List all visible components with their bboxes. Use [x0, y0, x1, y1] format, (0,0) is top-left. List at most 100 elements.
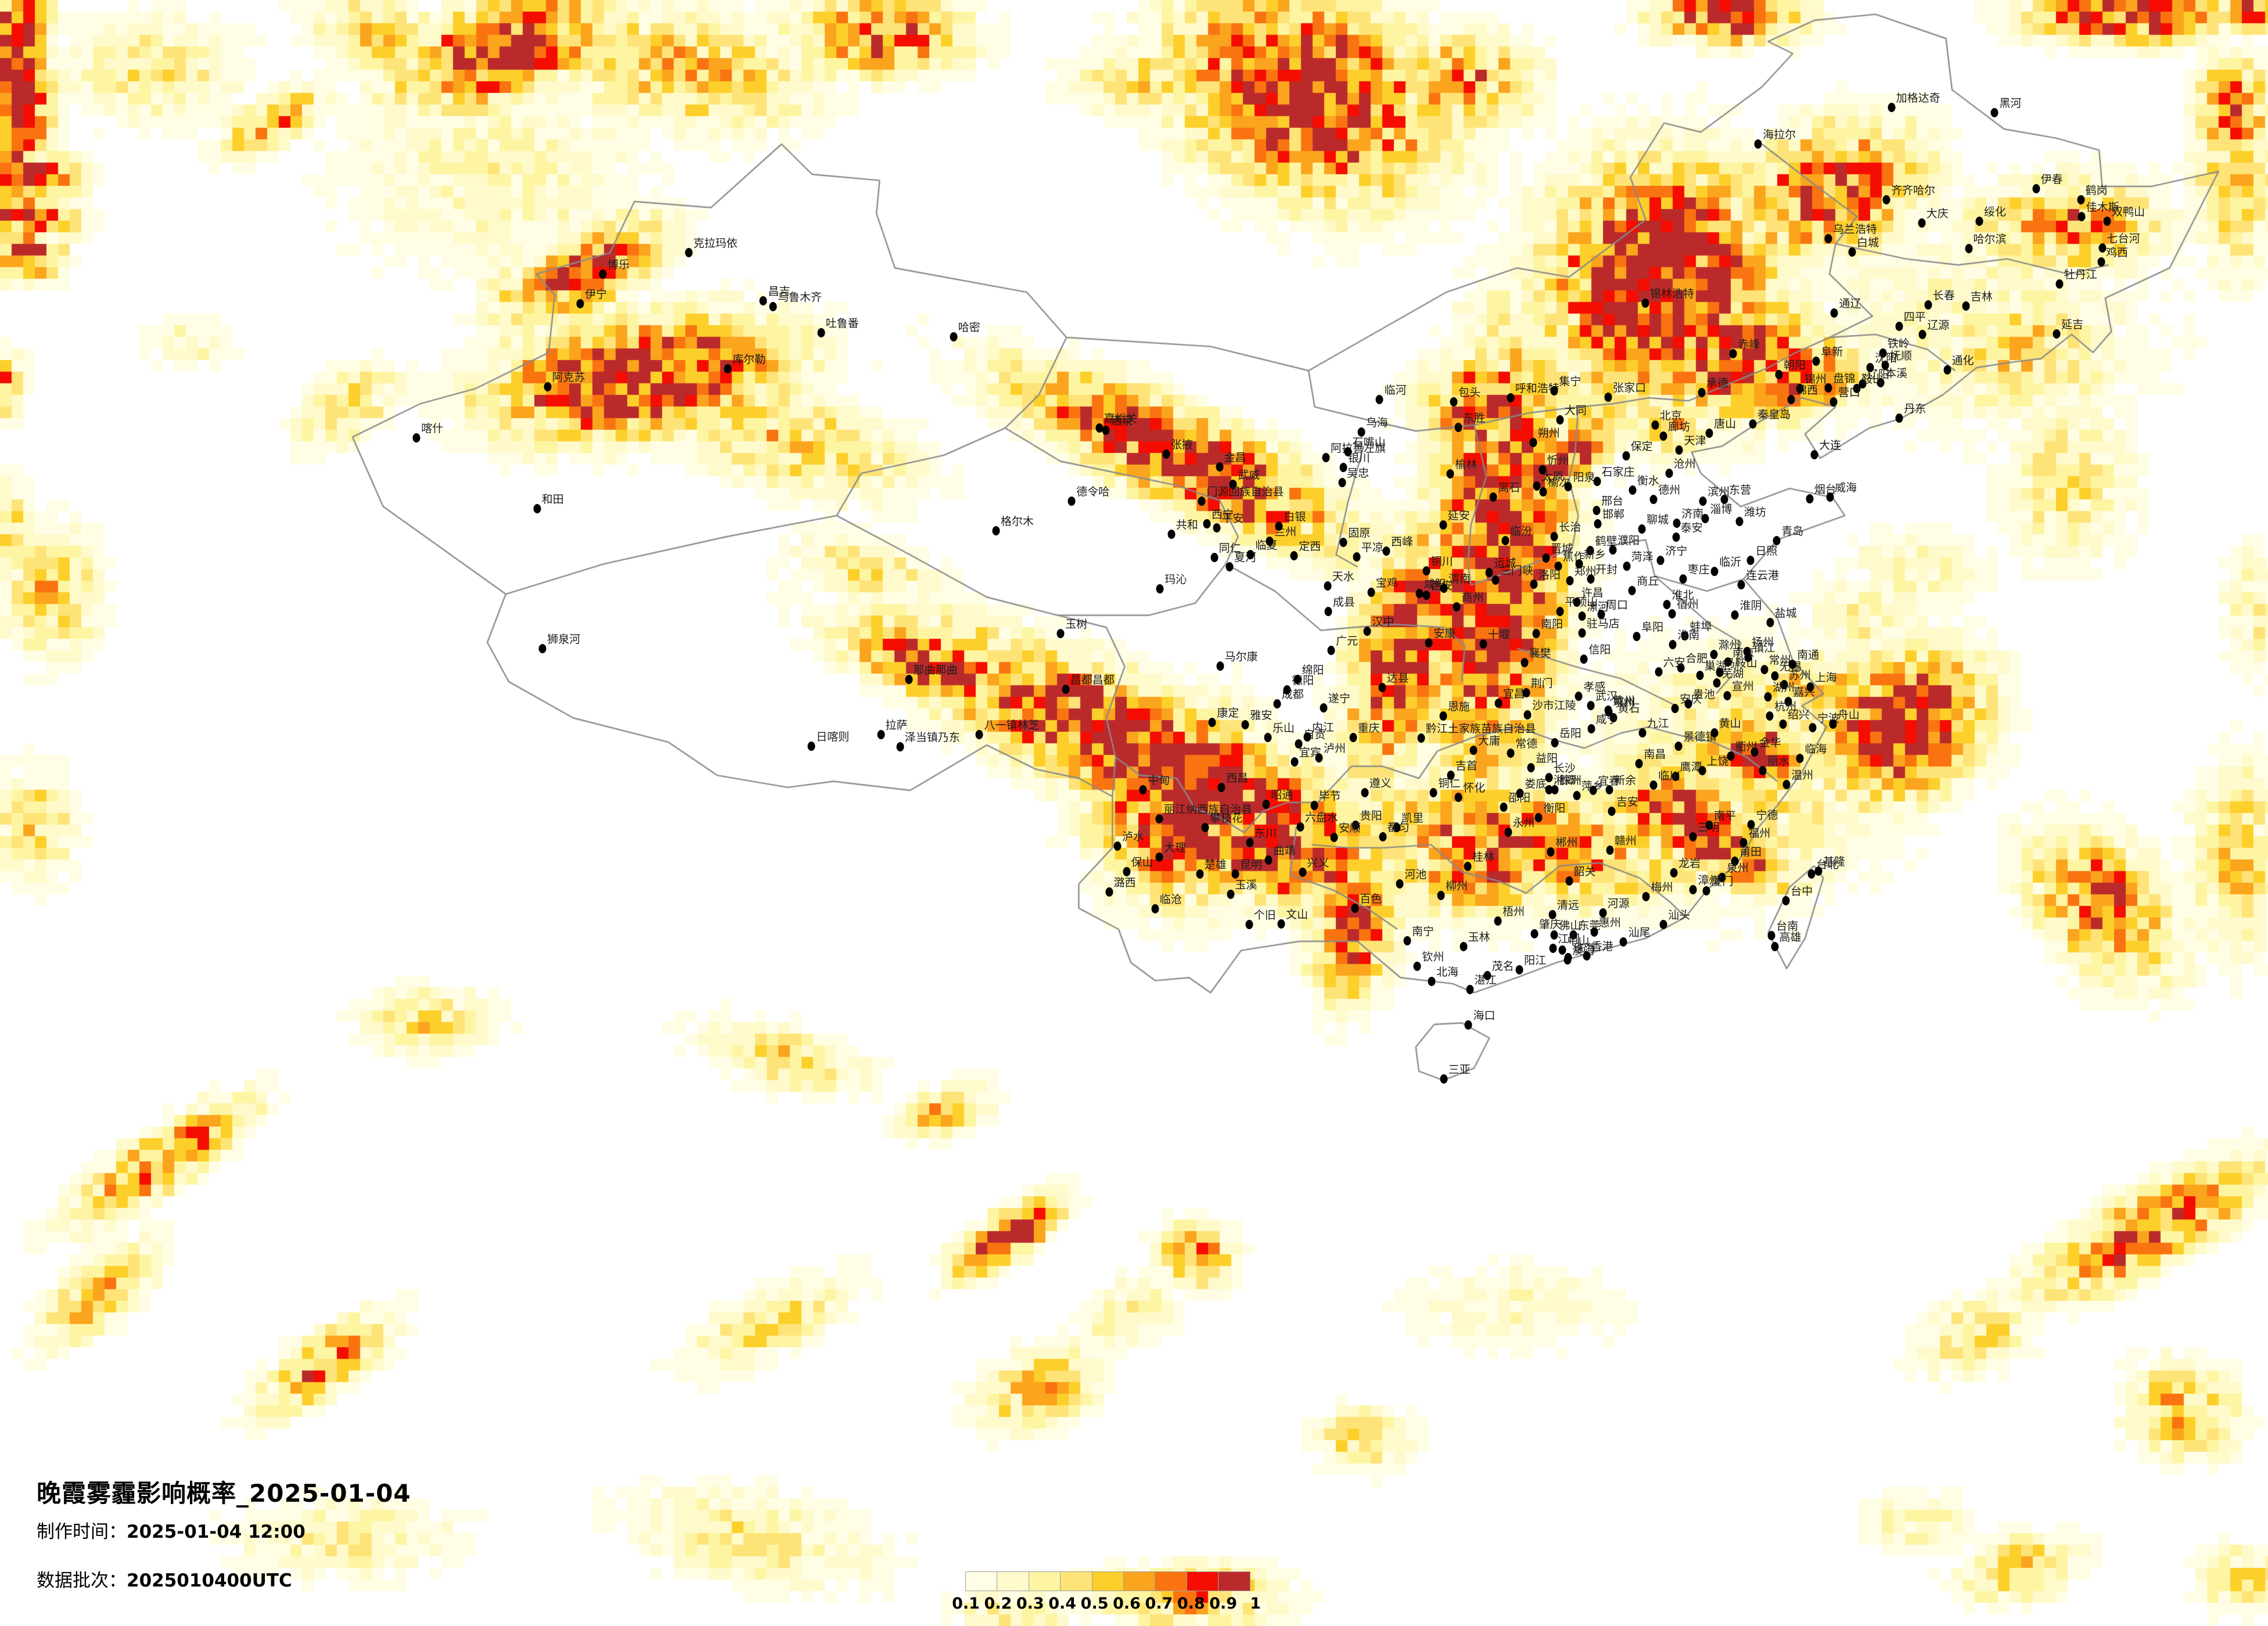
- city-label: 平凉: [1361, 541, 1383, 554]
- city-label: 益阳: [1536, 752, 1558, 765]
- city-dot-icon: [1677, 663, 1685, 672]
- city-label: 海拉尔: [1763, 128, 1796, 141]
- city-dot-icon: [1403, 936, 1411, 946]
- city-label: 同仁: [1219, 541, 1241, 555]
- city-dot-icon: [1655, 667, 1663, 677]
- city-label: 锦西: [1796, 383, 1818, 397]
- city-dot-icon: [1139, 785, 1147, 795]
- city-label: 济宁: [1665, 545, 1688, 558]
- city-label: 朔州: [1537, 426, 1560, 440]
- legend-swatch: [1155, 1571, 1187, 1591]
- city-label: 汕尾: [1628, 926, 1651, 939]
- legend-swatch: [1218, 1571, 1250, 1591]
- city-label: 鹤岗: [2085, 184, 2108, 197]
- city-dot-icon: [1565, 876, 1573, 886]
- city-label: 博乐: [608, 258, 630, 271]
- city-label: 菏泽: [1631, 550, 1654, 563]
- city-label: 洛阳: [1538, 569, 1561, 582]
- city-label: 郴州: [1555, 836, 1578, 849]
- city-dot-icon: [1729, 348, 1737, 358]
- city-dot-icon: [1229, 480, 1237, 490]
- city-dot-icon: [1780, 680, 1788, 690]
- city-label: 北海: [1436, 965, 1459, 979]
- city-dot-icon: [1766, 618, 1774, 628]
- city-dot-icon: [1578, 611, 1586, 621]
- city-label: 那曲那曲: [913, 663, 958, 677]
- city-label: 都匀: [1387, 821, 1410, 834]
- city-dot-icon: [1881, 360, 1889, 370]
- city-label: 湖州: [1772, 681, 1795, 695]
- city-dot-icon: [1396, 879, 1404, 889]
- city-dot-icon: [1866, 362, 1874, 372]
- city-dot-icon: [1198, 496, 1206, 506]
- city-label: 通化: [1951, 354, 1974, 367]
- city-label: 廊坊: [1668, 420, 1691, 433]
- city-label: 马鞍山: [1724, 657, 1757, 670]
- city-label: 沈阳: [1875, 351, 1897, 365]
- city-dot-icon: [1534, 813, 1543, 823]
- city-dot-icon: [1589, 785, 1597, 795]
- city-label: 内江: [1311, 721, 1334, 734]
- city-label: 楚雄: [1204, 858, 1227, 872]
- legend-swatch: [965, 1571, 998, 1591]
- city-label: 白城: [1857, 236, 1879, 250]
- legend-tick-label: 0.4: [1048, 1595, 1077, 1613]
- city-dot-icon: [1549, 943, 1557, 953]
- city-label: 宜昌: [1503, 687, 1525, 700]
- city-label: 宿州: [1676, 598, 1699, 611]
- city-dot-icon: [1547, 847, 1555, 857]
- city-dot-icon: [1564, 481, 1572, 491]
- city-label: 离石: [1498, 481, 1521, 494]
- city-dot-icon: [1705, 821, 1713, 830]
- city-label: 牡丹江: [2064, 268, 2097, 281]
- city-label: 八一镇林芝: [984, 718, 1040, 732]
- city-dot-icon: [1344, 447, 1352, 456]
- city-dot-icon: [1245, 919, 1253, 929]
- city-label: 邢台: [1601, 495, 1624, 508]
- city-dot-icon: [896, 742, 904, 752]
- city-dot-icon: [1671, 703, 1679, 713]
- city-dot-icon: [1422, 566, 1430, 576]
- city-dot-icon: [1924, 300, 1932, 310]
- city-dot-icon: [1545, 772, 1553, 782]
- city-dot-icon: [1767, 930, 1775, 940]
- city-dot-icon: [1684, 699, 1692, 709]
- city-label: 辽阳: [1867, 368, 1889, 381]
- city-label: 德州: [1658, 484, 1681, 497]
- city-label: 赣州: [1614, 834, 1637, 847]
- city-label: 锡林浩特: [1649, 287, 1694, 301]
- city-dot-icon: [1594, 519, 1602, 528]
- city-dot-icon: [1105, 887, 1113, 897]
- city-label: 邯郸: [1602, 508, 1625, 521]
- city-label: 日照: [1755, 544, 1778, 557]
- city-dot-icon: [1628, 586, 1636, 596]
- city-dot-icon: [1437, 890, 1445, 900]
- city-dot-icon: [1975, 217, 1983, 226]
- city-dot-icon: [1599, 908, 1607, 918]
- city-dot-icon: [1291, 757, 1299, 767]
- city-label: 温州: [1791, 768, 1814, 782]
- city-dot-icon: [1556, 415, 1564, 425]
- city-dot-icon: [1651, 420, 1659, 430]
- city-label: 龙岩: [1678, 857, 1701, 870]
- city-label: 清远: [1557, 899, 1580, 912]
- city-label: 黄山: [1719, 717, 1741, 730]
- city-dot-icon: [1649, 495, 1658, 505]
- city-label: 商丘: [1637, 575, 1659, 588]
- city-label: 丽江纳西族自治县: [1164, 803, 1253, 816]
- city-label: 哈尔滨: [1973, 232, 2007, 246]
- city-label: 西宁: [1211, 508, 1234, 521]
- city-dot-icon: [1539, 487, 1547, 497]
- city-dot-icon: [1327, 645, 1335, 655]
- city-label: 宝鸡: [1375, 576, 1398, 589]
- city-dot-icon: [1357, 427, 1365, 437]
- city-label: 扬州: [1752, 636, 1774, 649]
- city-label: 连云港: [1746, 569, 1780, 582]
- city-dot-icon: [1604, 393, 1612, 402]
- map-title: 晚霞雾霾影响概率_2025-01-04: [37, 1479, 411, 1508]
- city-label: 太原: [1541, 470, 1564, 484]
- city-label: 芜湖: [1721, 667, 1744, 681]
- city-label: 河源: [1607, 897, 1630, 911]
- city-label: 本溪: [1885, 367, 1908, 380]
- city-dot-icon: [1587, 724, 1595, 733]
